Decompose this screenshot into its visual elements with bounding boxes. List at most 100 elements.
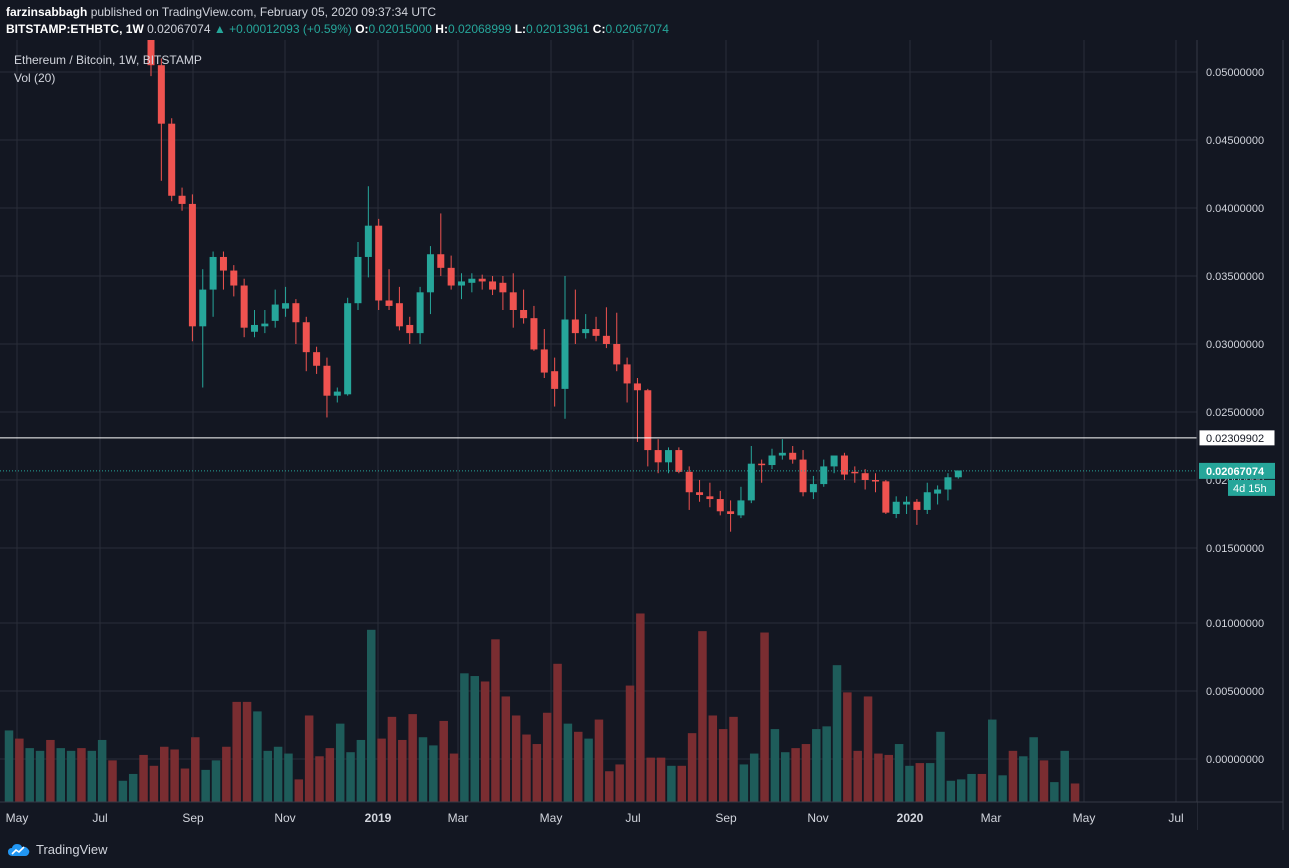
candle-body bbox=[385, 300, 393, 306]
volume-tick-label: 0.01000000 bbox=[1206, 618, 1264, 630]
last-price-badge bbox=[1199, 462, 1275, 479]
volume-bar bbox=[553, 663, 562, 802]
volume-bar bbox=[977, 773, 987, 802]
price-tick-label: 0.03500000 bbox=[1206, 271, 1264, 283]
low-label: L: bbox=[514, 22, 527, 36]
candle bbox=[747, 446, 755, 504]
candle-body bbox=[696, 492, 704, 495]
volume-bar bbox=[418, 737, 428, 802]
price-lines bbox=[0, 437, 1197, 472]
candle bbox=[157, 58, 165, 181]
volume-bar bbox=[718, 729, 728, 802]
low-value: 0.02013961 bbox=[526, 22, 590, 36]
candle bbox=[437, 213, 445, 276]
volume-bar bbox=[956, 779, 966, 802]
price-tick-label: 0.02500000 bbox=[1206, 407, 1264, 419]
time-axis-bg bbox=[0, 802, 1197, 830]
volume-bar bbox=[915, 763, 925, 802]
candle bbox=[178, 187, 186, 211]
volume-bar bbox=[408, 714, 417, 802]
volume-bar bbox=[160, 746, 169, 802]
candle bbox=[468, 273, 476, 293]
author-name[interactable]: farzinsabbagh bbox=[6, 5, 88, 19]
volume-bar bbox=[87, 750, 97, 802]
candle bbox=[168, 118, 176, 202]
volume-bar bbox=[615, 764, 624, 802]
volume-bar bbox=[263, 750, 272, 802]
candle-body bbox=[344, 303, 352, 395]
candle-body bbox=[282, 303, 290, 309]
candle bbox=[633, 378, 641, 442]
volume-tick-label: 0.00000000 bbox=[1206, 754, 1264, 766]
candle bbox=[737, 486, 745, 519]
candle-body bbox=[188, 203, 196, 327]
volume-bar bbox=[56, 748, 65, 802]
time-axis[interactable]: May Jul Sep Nov 2019 Mar May Jul Sep Nov 2020 Mar Ma… bbox=[6, 811, 1184, 825]
volume-bar bbox=[201, 769, 210, 802]
candle bbox=[261, 310, 269, 334]
candle-body bbox=[675, 450, 683, 472]
volume-bar bbox=[108, 760, 117, 802]
candle bbox=[820, 459, 828, 487]
volume-bar bbox=[346, 752, 355, 802]
candle bbox=[489, 276, 497, 296]
volume-bar bbox=[1060, 750, 1069, 802]
candle bbox=[696, 480, 704, 502]
volume-bar bbox=[822, 726, 831, 802]
tradingview-brand: TradingView bbox=[36, 842, 108, 857]
candle-body bbox=[633, 383, 641, 391]
candle-body bbox=[613, 344, 621, 365]
candle bbox=[147, 40, 155, 77]
candle bbox=[571, 289, 579, 344]
price-change: +0.00012093 (+0.59%) bbox=[229, 22, 352, 36]
volume-bar bbox=[1050, 782, 1059, 802]
volume-bar bbox=[687, 733, 697, 802]
candle bbox=[602, 307, 610, 349]
volume-bar bbox=[4, 730, 14, 802]
candle bbox=[230, 265, 238, 297]
candle bbox=[499, 276, 507, 310]
candle-body bbox=[364, 225, 372, 257]
candle-body bbox=[426, 254, 434, 293]
candle-body bbox=[892, 501, 900, 514]
volume-bar bbox=[698, 631, 707, 802]
price-chart[interactable]: 0.05000000 0.04500000 0.04000000 0.03500000… bbox=[0, 40, 1289, 830]
volume-bar bbox=[925, 763, 935, 802]
candle-body bbox=[437, 254, 445, 268]
legend-title[interactable]: Ethereum / Bitcoin, 1W, BITSTAMP bbox=[14, 53, 202, 67]
candle bbox=[271, 289, 279, 328]
time-tick-label: Jul bbox=[625, 811, 640, 825]
tradingview-logo[interactable]: TradingView bbox=[8, 842, 108, 857]
candle-body bbox=[292, 303, 300, 323]
candle-body bbox=[157, 65, 165, 124]
volume-bar bbox=[253, 711, 262, 802]
volume-bar bbox=[936, 731, 945, 802]
symbol-label[interactable]: BITSTAMP:ETHBTC, 1W bbox=[6, 22, 144, 36]
volume-bar bbox=[449, 753, 459, 802]
time-tick-label: Nov bbox=[807, 811, 828, 825]
volume-bar bbox=[511, 715, 521, 802]
candle-body bbox=[706, 496, 714, 500]
candle-body bbox=[333, 391, 341, 396]
candle bbox=[375, 218, 383, 310]
candle-body bbox=[737, 500, 745, 516]
volume-bar bbox=[988, 719, 997, 802]
candle bbox=[323, 357, 331, 418]
time-tick-label: Jul bbox=[92, 811, 107, 825]
volume-bar bbox=[677, 765, 686, 802]
horizontal-line-label: 0.02309902 bbox=[1206, 433, 1264, 445]
volume-bar bbox=[574, 731, 583, 802]
tradingview-cloud-icon bbox=[8, 843, 30, 856]
volume-bar bbox=[1008, 750, 1018, 802]
volume-bar bbox=[491, 639, 500, 802]
candle bbox=[395, 286, 403, 331]
candle bbox=[344, 297, 352, 396]
volume-bar bbox=[470, 676, 479, 802]
last-price-label: 0.02067074 bbox=[1206, 466, 1265, 478]
candle-body bbox=[840, 455, 848, 475]
volume-bar bbox=[532, 744, 542, 802]
volume-legend[interactable]: Vol (20) bbox=[14, 71, 55, 85]
candle bbox=[944, 473, 952, 501]
close-value: 0.02067074 bbox=[605, 22, 669, 36]
candle bbox=[623, 357, 631, 403]
